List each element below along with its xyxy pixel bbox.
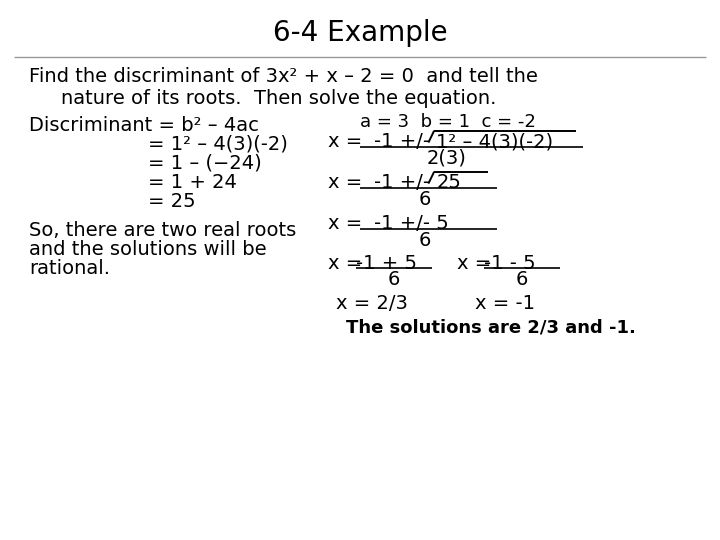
Text: Find the discriminant of 3x² + x – 2 = 0  and tell the: Find the discriminant of 3x² + x – 2 = 0… — [29, 68, 538, 86]
Text: x =: x = — [328, 254, 368, 273]
Text: rational.: rational. — [29, 259, 109, 278]
Text: 6: 6 — [418, 231, 431, 249]
Text: x =: x = — [457, 254, 498, 273]
Text: = 1² – 4(3)(-2): = 1² – 4(3)(-2) — [148, 135, 287, 154]
Text: a = 3  b = 1  c = -2: a = 3 b = 1 c = -2 — [360, 113, 536, 131]
Text: So, there are two real roots: So, there are two real roots — [29, 221, 296, 240]
Text: 6-4 Example: 6-4 Example — [273, 19, 447, 47]
Text: x =: x = — [328, 214, 362, 233]
Text: 6: 6 — [387, 270, 400, 289]
Text: = 25: = 25 — [148, 192, 195, 211]
Text: 25: 25 — [436, 173, 462, 192]
Text: -1 + 5: -1 + 5 — [356, 254, 417, 273]
Text: = 1 – (−24): = 1 – (−24) — [148, 154, 261, 173]
Text: nature of its roots.  Then solve the equation.: nature of its roots. Then solve the equa… — [61, 89, 497, 108]
Text: -1 +/-: -1 +/- — [374, 173, 436, 192]
Text: Discriminant = b² – 4ac: Discriminant = b² – 4ac — [29, 116, 258, 135]
Text: and the solutions will be: and the solutions will be — [29, 240, 266, 259]
Text: -1 - 5: -1 - 5 — [484, 254, 536, 273]
Text: 2(3): 2(3) — [426, 148, 467, 167]
Text: 1² – 4(3)(-2): 1² – 4(3)(-2) — [436, 132, 554, 151]
Text: -1 +/-: -1 +/- — [374, 132, 436, 151]
Text: 6: 6 — [418, 190, 431, 208]
Text: -1 +/- 5: -1 +/- 5 — [374, 214, 449, 233]
Text: x =: x = — [328, 132, 362, 151]
Text: x = -1: x = -1 — [475, 294, 535, 313]
Text: 6: 6 — [516, 270, 528, 289]
Text: The solutions are 2/3 and -1.: The solutions are 2/3 and -1. — [346, 319, 636, 336]
Text: x =: x = — [328, 173, 362, 192]
Text: x = 2/3: x = 2/3 — [336, 294, 408, 313]
Text: = 1 + 24: = 1 + 24 — [148, 173, 236, 192]
